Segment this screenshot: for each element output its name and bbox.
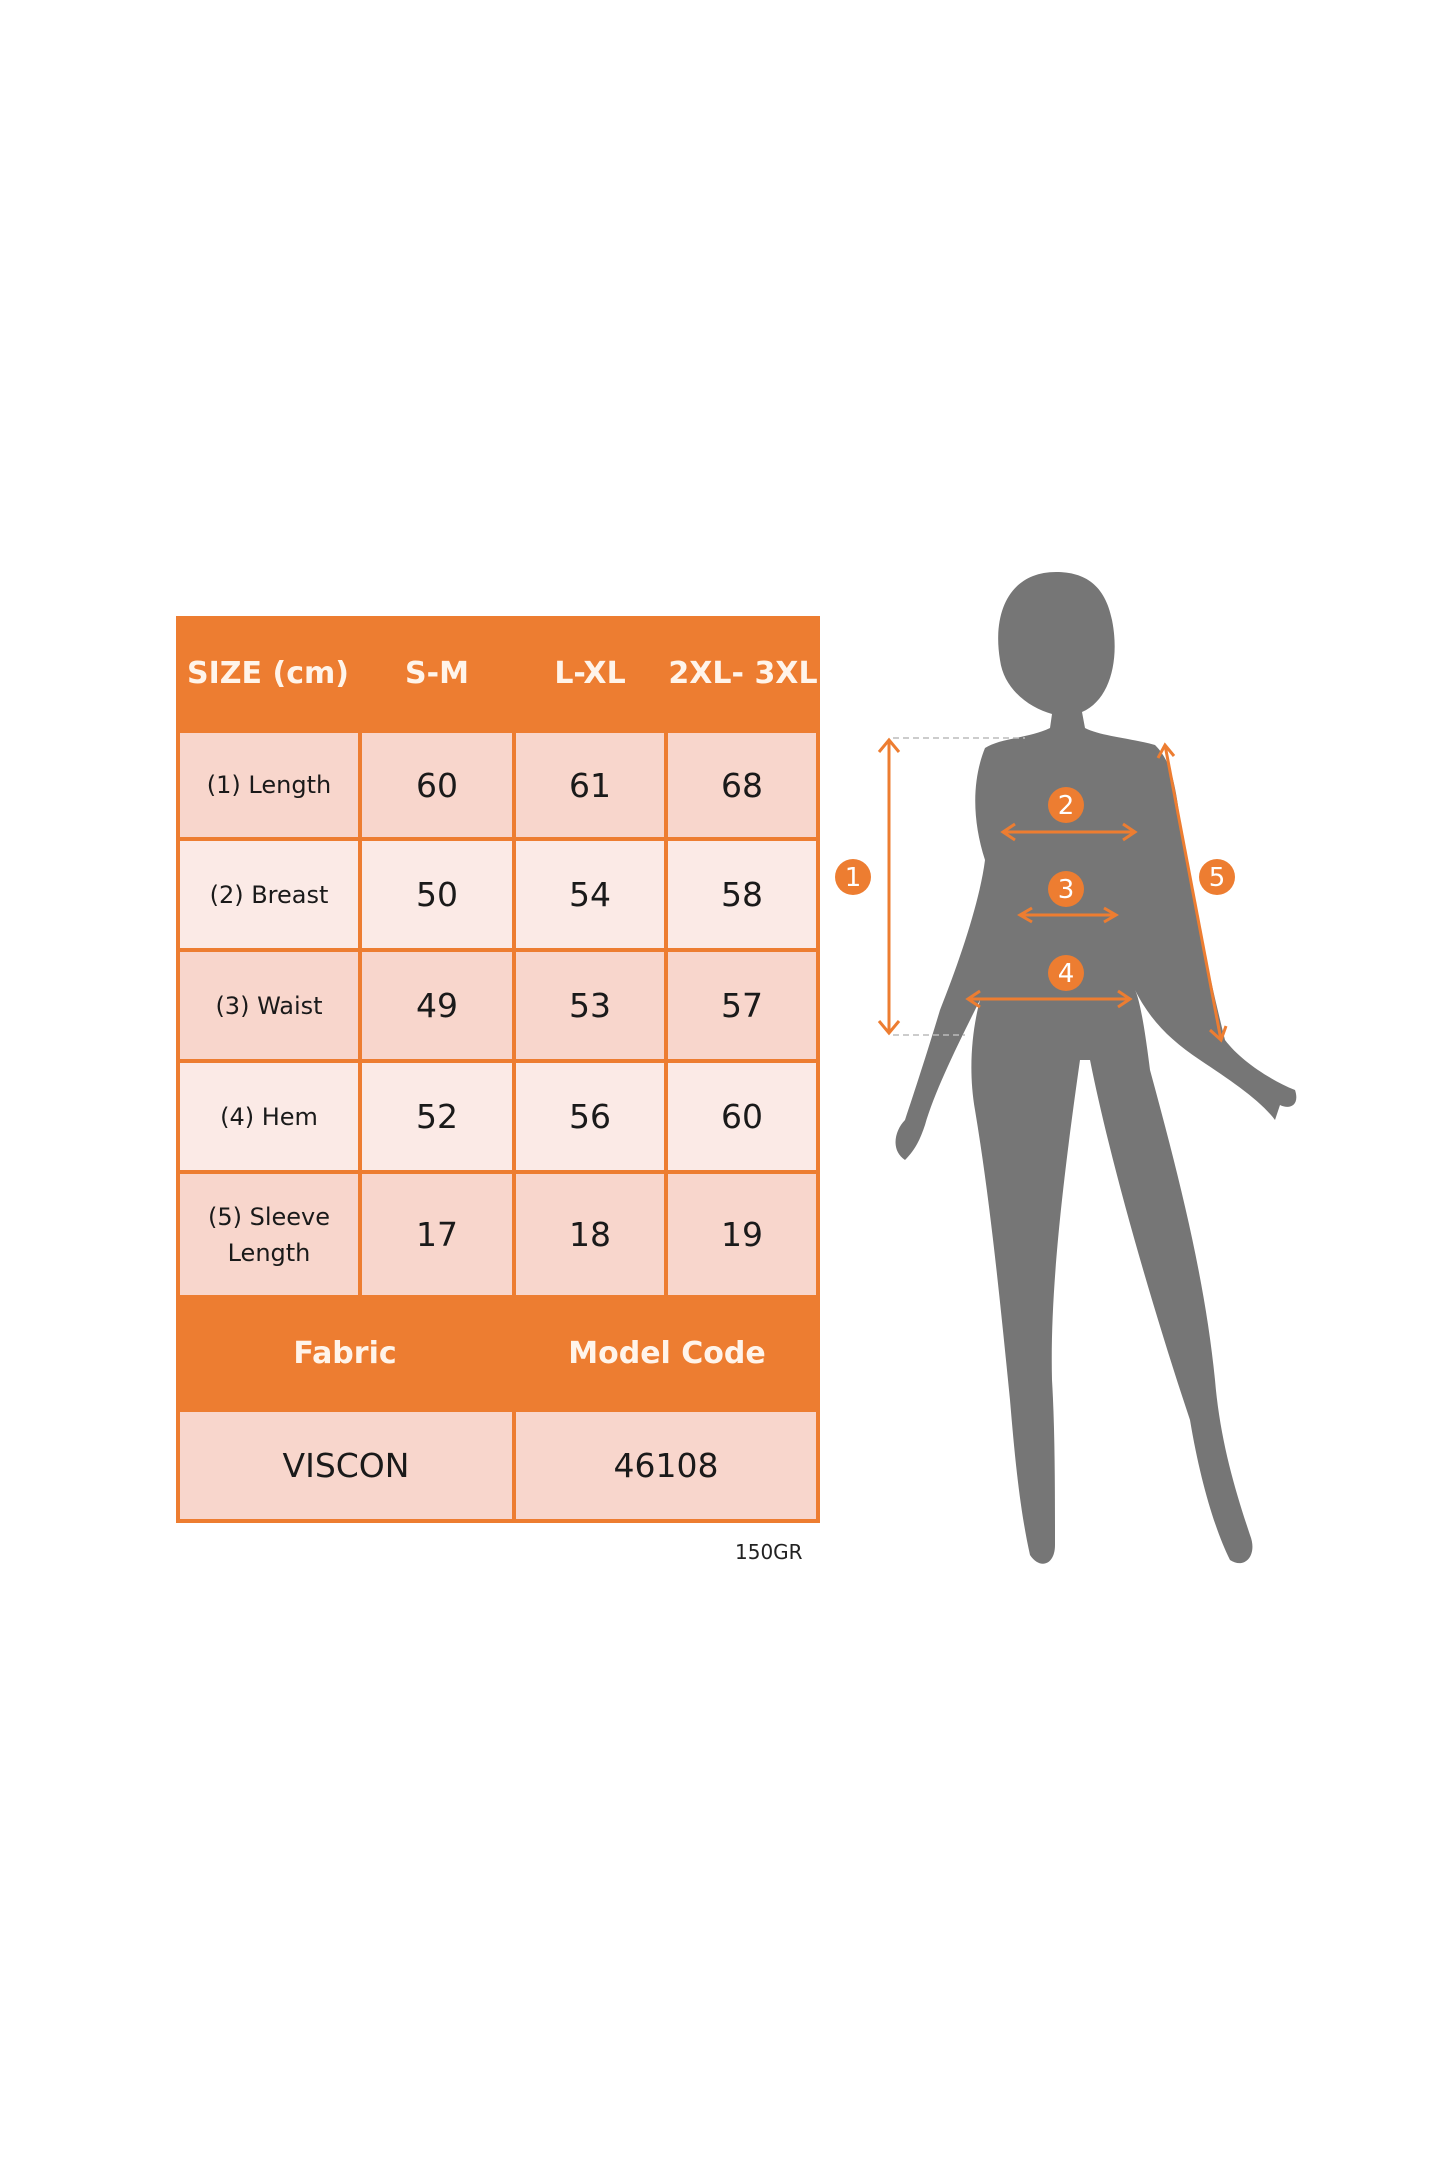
value-cell: 68: [668, 733, 816, 837]
value-cell: 61: [516, 733, 664, 837]
marker-number: 1: [845, 863, 862, 893]
value-cell: 56: [516, 1063, 664, 1170]
marker-circle: [1048, 871, 1084, 907]
fabric-weight-note: 150GR: [735, 1540, 803, 1564]
marker-number: 3: [1058, 875, 1075, 905]
marker-circle: [1199, 859, 1235, 895]
value-cell: 60: [362, 733, 512, 837]
footer-value-cell: 46108: [516, 1412, 816, 1519]
footer-header-cell: Fabric: [293, 1335, 397, 1371]
value-cell: 58: [668, 841, 816, 948]
row-label: (3) Waist: [180, 952, 358, 1059]
value-cell: 52: [362, 1063, 512, 1170]
row-label: (1) Length: [180, 733, 358, 837]
footer-header-cell: Model Code: [568, 1335, 766, 1371]
row-label: (2) Breast: [180, 841, 358, 948]
marker-number: 2: [1058, 791, 1075, 821]
marker-number: 5: [1209, 863, 1226, 893]
header-cell: 2XL- 3XL: [668, 655, 818, 691]
row-label: (4) Hem: [180, 1063, 358, 1170]
value-cell: 18: [516, 1174, 664, 1295]
value-cell: 17: [362, 1174, 512, 1295]
value-cell: 50: [362, 841, 512, 948]
value-cell: 49: [362, 952, 512, 1059]
value-cell: 53: [516, 952, 664, 1059]
header-cell: L-XL: [554, 655, 626, 691]
value-cell: 19: [668, 1174, 816, 1295]
marker-circle: [1048, 787, 1084, 823]
value-cell: 54: [516, 841, 664, 948]
footer-value-cell: VISCON: [180, 1412, 512, 1519]
value-cell: 57: [668, 952, 816, 1059]
header-cell: SIZE (cm): [187, 655, 349, 691]
header-cell: S-M: [405, 655, 469, 691]
value-cell: 60: [668, 1063, 816, 1170]
marker-circle: [1048, 955, 1084, 991]
marker-number: 4: [1058, 959, 1075, 989]
marker-circle: [835, 859, 871, 895]
woman-silhouette: [895, 572, 1297, 1564]
row-label: (5) Sleeve Length: [180, 1174, 358, 1295]
